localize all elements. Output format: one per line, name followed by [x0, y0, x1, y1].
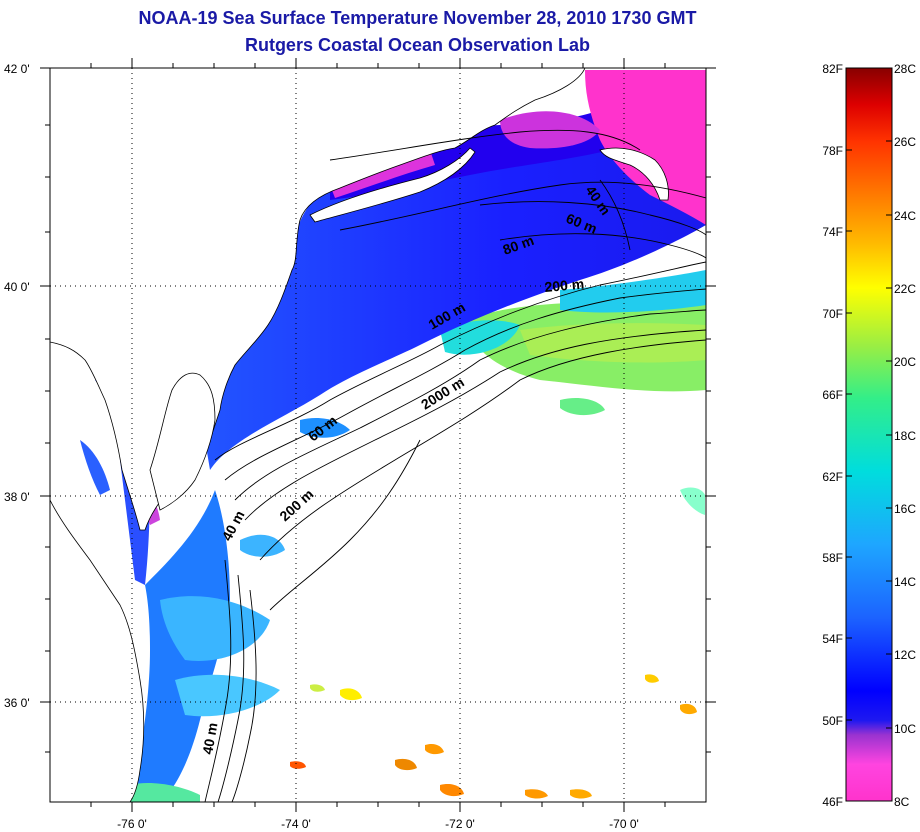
page-title: NOAA-19 Sea Surface Temperature November… [138, 8, 697, 28]
map-ticks [40, 58, 716, 812]
colorbar-c-label: 12C [894, 648, 916, 662]
long-island [309, 147, 476, 223]
colorbar-f-label: 46F [822, 795, 843, 809]
colorbar-f-label: 70F [822, 307, 843, 321]
colorbar-ticks [846, 67, 892, 802]
colorbar-gradient [845, 67, 893, 802]
colorbar-c-label: 22C [894, 282, 916, 296]
land-mass-south [50, 499, 145, 802]
contour-label-200m-ne: 200 m [544, 276, 585, 295]
lat-label-40: 40 0' [4, 280, 30, 294]
colorbar-f-label: 82F [822, 62, 843, 76]
lon-label-76: -76 0' [117, 817, 147, 831]
cape-cod [599, 147, 669, 201]
colorbar-c-label: 14C [894, 575, 916, 589]
colorbar-f-label: 54F [822, 632, 843, 646]
colorbar-f-label: 62F [822, 470, 843, 484]
colorbar: 82F 78F 74F 70F 66F 62F 58F 54F 50F 46F … [822, 62, 916, 809]
lat-label-36: 36 0' [4, 696, 30, 710]
delmarva-peninsula [149, 372, 216, 511]
map-panel: 40 m 60 m 80 m 200 m 100 m 2000 m 60 m 2… [50, 68, 706, 802]
colorbar-c-label: 28C [894, 62, 916, 76]
colorbar-f-label: 78F [822, 144, 843, 158]
colorbar-c-label: 26C [894, 135, 916, 149]
colorbar-f-label: 74F [822, 225, 843, 239]
bathymetry-contours [204, 129, 706, 802]
lon-label-74: -74 0' [281, 817, 311, 831]
colorbar-f-label: 66F [822, 388, 843, 402]
contour-label-40m-sw: 40 m [199, 721, 220, 755]
colorbar-c-label: 18C [894, 429, 916, 443]
lon-label-72: -72 0' [445, 817, 475, 831]
colorbar-c-label: 8C [894, 795, 910, 809]
colorbar-c-label: 10C [894, 722, 916, 736]
colorbar-c-label: 16C [894, 502, 916, 516]
colorbar-c-label: 20C [894, 355, 916, 369]
colorbar-f-label: 50F [822, 714, 843, 728]
lon-label-70: -70 0' [609, 817, 639, 831]
lat-label-38: 38 0' [4, 490, 30, 504]
lat-label-42: 42 0' [4, 62, 30, 76]
colorbar-f-label: 58F [822, 551, 843, 565]
page-subtitle: Rutgers Coastal Ocean Observation Lab [244, 35, 591, 55]
colorbar-c-label: 24C [894, 209, 916, 223]
